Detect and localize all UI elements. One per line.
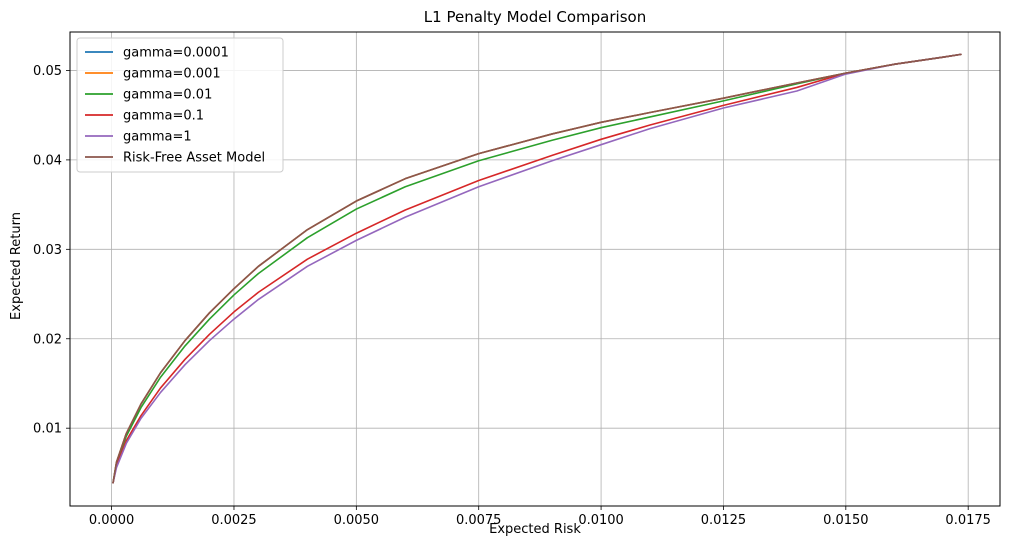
x-tick-label: 0.0025 (211, 513, 257, 528)
legend: gamma=0.0001 gamma=0.001 gamma=0.01 gamma=0… (76, 37, 284, 173)
x-axis-ticks: 0.0000 0.0025 0.0050 0.0075 0.0100 0.0125 0.01… (89, 506, 991, 528)
x-tick-label: 0.0075 (456, 513, 502, 528)
y-tick-label: 0.02 (33, 332, 62, 347)
y-tick-label: 0.05 (33, 64, 62, 79)
x-tick-label: 0.0000 (89, 513, 135, 528)
plot-series (112, 53, 962, 484)
series-line-5 (112, 53, 962, 484)
x-tick-label: 0.0050 (334, 513, 380, 528)
legend-box (76, 37, 284, 173)
y-tick-label: 0.04 (33, 153, 62, 168)
legend-label: gamma=0.01 (123, 88, 212, 103)
y-tick-label: 0.03 (33, 243, 62, 258)
legend-label: gamma=0.1 (123, 109, 204, 124)
series-line-3 (112, 53, 962, 484)
y-axis-label: Expected Return (9, 212, 24, 320)
legend-label: Risk-Free Asset Model (123, 151, 265, 166)
x-tick-label: 0.0150 (823, 513, 869, 528)
legend-label: gamma=1 (123, 130, 192, 145)
x-tick-label: 0.0100 (578, 513, 624, 528)
y-tick-label: 0.01 (33, 422, 62, 437)
legend-label: gamma=0.0001 (123, 46, 229, 61)
series-line-4 (112, 53, 962, 484)
legend-label: gamma=0.001 (123, 67, 221, 82)
plot-frame (69, 31, 1001, 507)
y-axis-ticks: 0.01 0.02 0.03 0.04 0.05 (33, 64, 70, 437)
chart-title: L1 Penalty Model Comparison (424, 8, 646, 26)
x-tick-label: 0.0125 (701, 513, 747, 528)
x-tick-label: 0.0175 (945, 513, 991, 528)
grid-lines (70, 32, 1000, 506)
x-axis-label: Expected Risk (489, 522, 581, 537)
